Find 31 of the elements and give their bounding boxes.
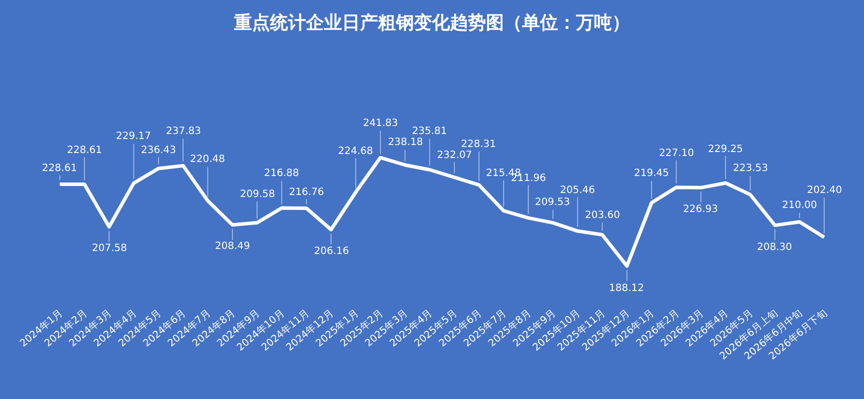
data-label: 227.10 bbox=[659, 148, 694, 159]
data-label: 241.83 bbox=[363, 118, 398, 129]
data-label: 209.53 bbox=[535, 197, 570, 208]
data-label: 216.76 bbox=[289, 187, 324, 198]
data-label: 226.93 bbox=[683, 204, 718, 215]
data-label: 220.48 bbox=[190, 154, 225, 165]
data-label: 208.30 bbox=[757, 242, 792, 253]
data-label: 237.83 bbox=[166, 126, 201, 137]
data-label: 209.58 bbox=[240, 189, 275, 200]
data-label: 210.00 bbox=[782, 200, 817, 211]
data-label: 228.61 bbox=[67, 145, 102, 156]
data-label: 223.53 bbox=[733, 163, 768, 174]
data-label: 188.12 bbox=[609, 283, 644, 294]
data-label: 224.68 bbox=[338, 146, 373, 157]
data-label: 206.16 bbox=[314, 246, 349, 257]
data-label: 228.31 bbox=[461, 139, 496, 150]
data-label: 236.43 bbox=[141, 145, 176, 156]
data-label: 238.18 bbox=[388, 137, 423, 148]
data-label: 216.88 bbox=[264, 168, 299, 179]
data-label: 202.40 bbox=[807, 185, 842, 196]
data-label: 205.46 bbox=[560, 185, 595, 196]
data-label: 208.49 bbox=[215, 241, 250, 252]
data-label: 207.58 bbox=[92, 243, 127, 254]
data-label: 229.17 bbox=[116, 131, 151, 142]
chart-title: 重点统计企业日产粗钢变化趋势图（单位：万吨） bbox=[233, 12, 630, 34]
data-label: 229.25 bbox=[708, 144, 743, 155]
data-label: 228.61 bbox=[42, 163, 77, 174]
data-label: 235.81 bbox=[412, 126, 447, 137]
data-label: 219.45 bbox=[634, 168, 669, 179]
data-label: 232.07 bbox=[437, 150, 472, 161]
data-label: 203.60 bbox=[585, 210, 620, 221]
